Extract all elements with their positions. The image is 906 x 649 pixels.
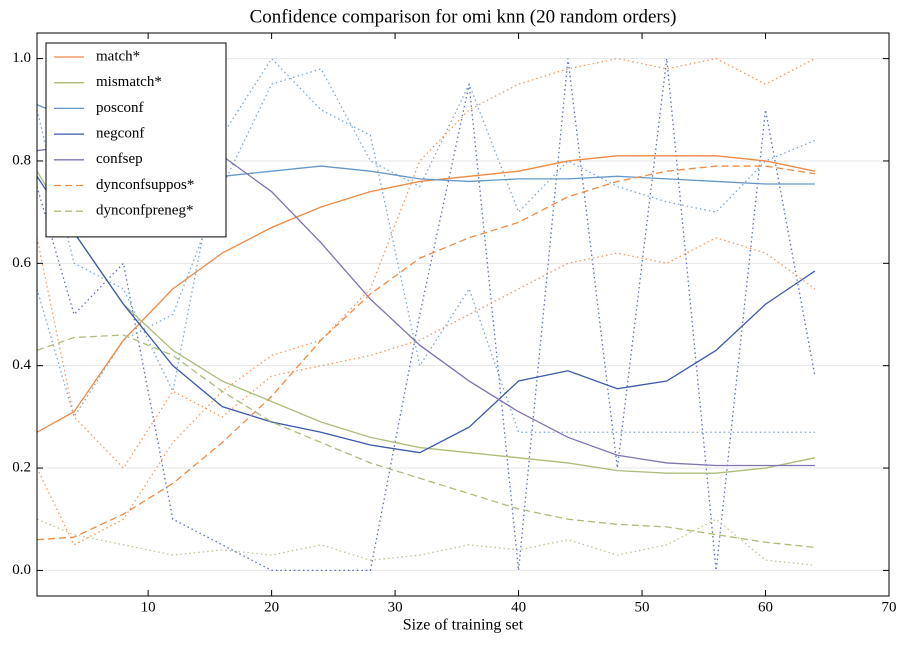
x-tick-label: 50	[635, 599, 650, 615]
x-tick-label: 70	[882, 599, 897, 615]
legend-label: match*	[96, 48, 140, 64]
trial-line	[37, 57, 815, 433]
plot-frame	[36, 32, 890, 597]
y-tick-label: 0.0	[12, 562, 31, 578]
legend-label: confsep	[96, 151, 143, 167]
y-tick-label: 1.0	[12, 50, 31, 66]
x-tick-label: 10	[141, 599, 156, 615]
x-tick-label: 30	[388, 599, 403, 615]
x-tick-label: 40	[511, 599, 526, 615]
series-line	[37, 175, 816, 454]
y-tick-label: 0.2	[12, 459, 31, 475]
series-line	[37, 334, 815, 549]
trial-line	[37, 237, 816, 470]
legend-label: negconf	[96, 126, 144, 142]
y-tick-label: 0.4	[12, 357, 31, 373]
series-line	[37, 170, 816, 474]
series-line	[37, 155, 816, 433]
legend-label: mismatch*	[96, 74, 162, 90]
legend-label: dynconfpreneg*	[96, 203, 193, 219]
trial-line	[37, 58, 816, 572]
legend-box	[45, 42, 227, 238]
chart-title: Confidence comparison for omi knn (20 ra…	[250, 6, 677, 27]
legend-label: dynconfsuppos*	[96, 177, 194, 193]
y-tick-label: 0.8	[12, 152, 31, 168]
trial-line	[37, 68, 816, 419]
y-tick-label: 0.6	[12, 255, 31, 271]
x-axis-label: Size of training set	[403, 617, 524, 634]
x-tick-label: 20	[264, 599, 279, 615]
plot-lines	[37, 57, 816, 572]
trial-line	[37, 518, 815, 566]
series-line	[37, 165, 816, 541]
x-tick-label: 60	[758, 599, 773, 615]
legend-label: posconf	[96, 100, 144, 116]
